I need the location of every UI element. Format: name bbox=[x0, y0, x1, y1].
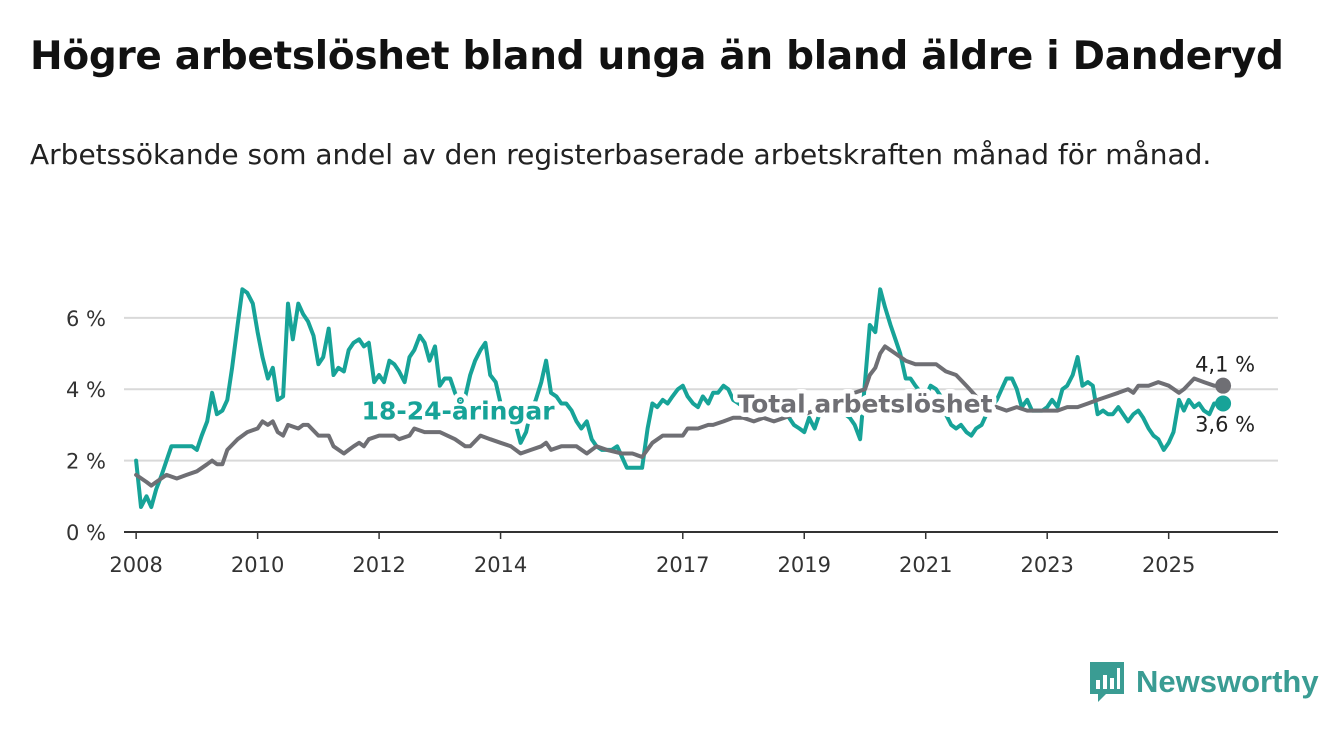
series-label-0: 18-24-åringar bbox=[362, 397, 556, 426]
series-lines bbox=[134, 287, 1222, 509]
gridlines bbox=[124, 316, 1278, 462]
page-title: Högre arbetslöshet bland unga än bland ä… bbox=[30, 34, 1284, 79]
annotations: 3,6 % 4,1 % 18-24-åringar Total arbetslöshe… bbox=[357, 350, 1258, 439]
series-end-point-0 bbox=[1215, 395, 1232, 412]
axes: 0 % 2 % 4 % 6 % 2008 2010 2012 2014 2017 2019 2021… bbox=[66, 307, 1278, 577]
newsworthy-logo: Newsworthy bbox=[1088, 660, 1319, 704]
series-line-0 bbox=[134, 287, 1222, 509]
y-tick-label: 2 % bbox=[66, 450, 106, 474]
x-tick-label: 2021 bbox=[899, 553, 952, 577]
x-tick-label: 2017 bbox=[656, 553, 709, 577]
page-subtitle: Arbetssökande som andel av den registerb… bbox=[30, 138, 1212, 171]
y-tick-label: 0 % bbox=[66, 521, 106, 545]
x-tick-label: 2019 bbox=[778, 553, 831, 577]
x-tick-label: 2014 bbox=[474, 553, 527, 577]
series-line-1 bbox=[134, 344, 1222, 488]
y-tick-label: 6 % bbox=[66, 307, 106, 331]
x-tick-label: 2010 bbox=[231, 553, 284, 577]
series-end-label-1: 4,1 % bbox=[1195, 353, 1255, 377]
x-tick-label: 2012 bbox=[352, 553, 405, 577]
x-tick-label: 2025 bbox=[1142, 553, 1195, 577]
y-tick-label: 4 % bbox=[66, 378, 106, 402]
series-end-label-0: 3,6 % bbox=[1195, 413, 1255, 437]
series-end-point-1 bbox=[1215, 377, 1232, 394]
bar-chart-icon bbox=[1090, 662, 1124, 702]
brand-name: Newsworthy bbox=[1136, 664, 1319, 699]
x-tick-label: 2023 bbox=[1020, 553, 1073, 577]
series-label-1: Total arbetslöshet bbox=[737, 390, 992, 419]
x-tick-label: 2008 bbox=[109, 553, 162, 577]
